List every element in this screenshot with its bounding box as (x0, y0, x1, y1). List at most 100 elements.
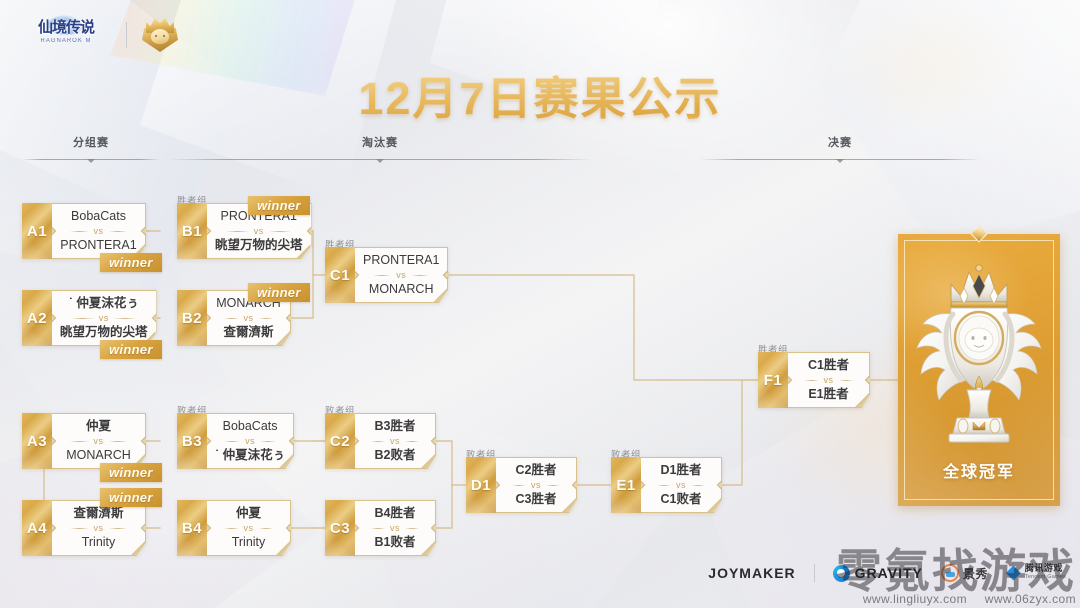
match-card-a1[interactable]: A1 BobaCats vs PRONTERA1 (22, 203, 146, 259)
team-2: Trinity (81, 535, 116, 549)
connector-nub (864, 375, 870, 385)
game-logo-title: 仙境传说 (37, 19, 95, 36)
vs-row: vs (70, 226, 127, 236)
match-card-e1[interactable]: E1 D1胜者 vs C1败者 (611, 457, 722, 513)
match-body: BobaCats vs PRONTERA1 (52, 203, 146, 259)
match-id: E1 (611, 457, 641, 513)
vs-row: vs (512, 480, 560, 490)
vs-label: vs (245, 436, 256, 446)
tencent-logo-en: Tencent Games (1024, 574, 1066, 580)
team-2: PRONTERA1 (60, 238, 137, 252)
vs-row: vs (371, 436, 419, 446)
vs-row: vs (71, 313, 137, 323)
connector-nub (430, 436, 436, 446)
match-body: ˙ 仲夏沫花ぅ vs 眺望万物的尖塔 (52, 290, 157, 346)
match-body: C2胜者 vs C3胜者 (496, 457, 577, 513)
match-id: F1 (758, 352, 788, 408)
winner-badge-b1: winner (248, 196, 310, 215)
footer-logo-row: JOYMAKER GRAVITY 景秀 腾讯游戏 Tencent Games (708, 562, 1066, 584)
tencent-logo-text: 腾讯游戏 Tencent Games (1025, 564, 1066, 582)
champion-title: 全球冠军 (942, 464, 1015, 481)
gravity-mark-icon (832, 564, 850, 582)
vs-label: vs (93, 523, 104, 533)
team-2: 查爾濟斯 (223, 325, 274, 339)
match-body: B3胜者 vs B2败者 (355, 413, 436, 469)
team-1: B3胜者 (374, 419, 416, 433)
team-1: C1胜者 (808, 358, 849, 372)
match-card-a4[interactable]: A4 查爾濟斯 vs Trinity (22, 500, 146, 556)
match-card-b4[interactable]: B4 仲夏 vs Trinity (177, 500, 291, 556)
group-label-c1: 胜者组 (325, 240, 356, 251)
team-1: BobaCats (222, 419, 278, 433)
footer: JOYMAKER GRAVITY 景秀 腾讯游戏 Tencent Games (0, 554, 1080, 600)
match-body: D1胜者 vs C1败者 (641, 457, 722, 513)
champion-trophy-icon (916, 264, 1042, 443)
match-id: A4 (22, 500, 52, 556)
vs-label: vs (531, 480, 541, 490)
game-logo: 仙境传说 RAGNAROK M (18, 14, 114, 56)
match-id: C1 (325, 247, 355, 303)
champion-panel[interactable]: 全球冠军 (898, 225, 1060, 506)
connector-nub (306, 226, 312, 236)
stage-label: 分组赛 (73, 137, 109, 149)
winner-badge-b2: winner (248, 283, 310, 302)
team-1: 仲夏 (235, 506, 261, 520)
team-1: C2胜者 (515, 463, 557, 477)
connector-nub (288, 436, 295, 446)
team-1: ˙ 仲夏沫花ぅ (68, 296, 139, 310)
match-card-d1[interactable]: D1 C2胜者 vs C3胜者 (466, 457, 577, 513)
team-2: C3胜者 (515, 492, 557, 506)
connector-nub (443, 270, 449, 280)
match-body: BobaCats vs ˙ 仲夏沫花ぅ (207, 413, 295, 469)
stage-label: 决赛 (828, 137, 852, 149)
team-2: MONARCH (368, 282, 434, 296)
poring-face-icon (151, 29, 169, 44)
match-card-c1[interactable]: C1 PRONTERA1 vs MONARCH (325, 247, 449, 303)
logo-divider (126, 22, 127, 48)
joymaker-logo: JOYMAKER (708, 562, 795, 584)
connector-nub (430, 523, 436, 533)
match-card-a2[interactable]: A2 ˙ 仲夏沫花ぅ vs 眺望万物的尖塔 (22, 290, 157, 346)
match-id: A3 (22, 413, 52, 469)
team-2: MONARCH (66, 448, 131, 462)
match-card-b3[interactable]: B3 BobaCats vs ˙ 仲夏沫花ぅ (177, 413, 295, 469)
stage-header-final: 决赛 (700, 134, 980, 163)
joymaker-logo-text: JOYMAKER (708, 565, 796, 581)
match-body: 查爾濟斯 vs Trinity (52, 500, 146, 556)
match-id: A2 (22, 290, 52, 346)
stage-label: 淘汰赛 (362, 137, 398, 149)
vs-label: vs (93, 436, 104, 446)
team-2: C1败者 (660, 492, 702, 506)
footer-divider (813, 564, 815, 582)
crown-emblem-icon (139, 14, 181, 56)
jingxiu-logo-text: 景秀 (962, 566, 988, 581)
vs-row: vs (224, 436, 277, 446)
jingxiu-logo: 景秀 (940, 562, 988, 584)
tencent-logo-cn: 腾讯游戏 (1024, 563, 1063, 573)
match-id: C2 (325, 413, 355, 469)
vs-label: vs (98, 313, 109, 323)
connector-nub (140, 436, 146, 446)
match-id: C3 (325, 500, 355, 556)
winner-badge-a3: winner (100, 463, 162, 482)
winner-badge-a1: winner (100, 253, 162, 272)
game-logo-subtitle: RAGNAROK M (40, 38, 92, 44)
vs-label: vs (823, 375, 834, 385)
match-card-c2[interactable]: C2 B3胜者 vs B2败者 (325, 413, 436, 469)
gravity-logo-text: GRAVITY (854, 565, 923, 581)
winner-badge-a2: winner (100, 340, 162, 359)
team-1: 仲夏 (85, 419, 111, 433)
match-id: B4 (177, 500, 207, 556)
team-2: ˙ 仲夏沫花ぅ (215, 448, 286, 462)
page-title: 12月7日赛果公示 (0, 62, 1080, 127)
match-card-c3[interactable]: C3 B4胜者 vs B1败者 (325, 500, 436, 556)
connector-nub (716, 480, 722, 490)
vs-label: vs (396, 270, 407, 280)
match-card-a3[interactable]: A3 仲夏 vs MONARCH (22, 413, 146, 469)
connector-nub (285, 523, 291, 533)
vs-row: vs (372, 270, 430, 280)
vs-label: vs (390, 436, 400, 446)
team-1: D1胜者 (660, 463, 702, 477)
match-id: B2 (177, 290, 207, 346)
match-card-f1[interactable]: F1 C1胜者 vs E1胜者 (758, 352, 870, 408)
